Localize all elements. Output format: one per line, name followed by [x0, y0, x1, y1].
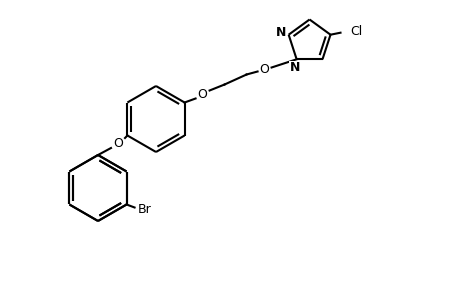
Text: O: O: [259, 63, 269, 76]
Text: O: O: [197, 88, 207, 101]
Text: Cl: Cl: [350, 25, 362, 38]
Text: Br: Br: [137, 203, 151, 216]
Text: O: O: [113, 136, 123, 149]
Text: N: N: [275, 26, 285, 39]
Text: N: N: [289, 61, 299, 74]
